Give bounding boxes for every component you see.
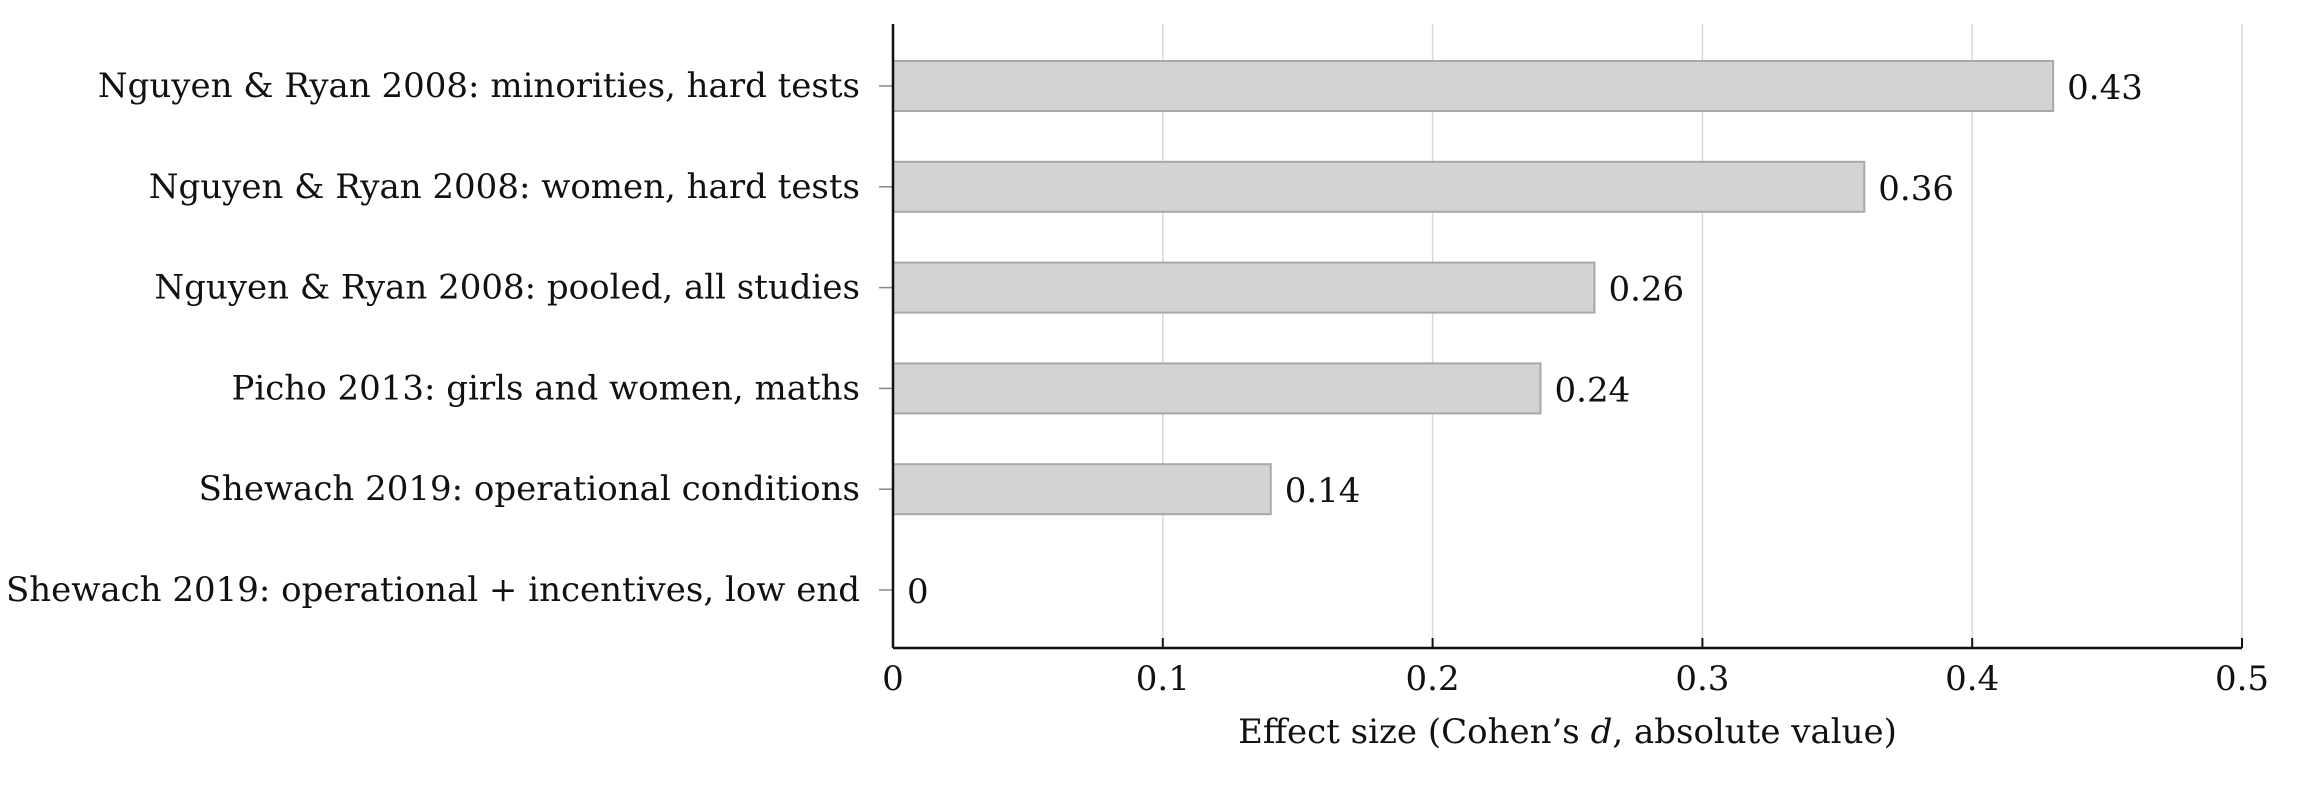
x-tick-label: 0.1	[1136, 659, 1190, 699]
x-axis-title-suffix: , absolute value)	[1612, 712, 1897, 752]
bars	[892, 60, 2055, 616]
bar	[892, 463, 1272, 516]
labels: Nguyen & Ryan 2008: minorities, hard tes…	[6, 66, 2269, 699]
x-tick-label: 0.5	[2215, 659, 2269, 699]
category-label: Shewach 2019: operational conditions	[199, 469, 860, 509]
category-label: Shewach 2019: operational + incentives, …	[6, 570, 860, 610]
category-label: Picho 2013: girls and women, maths	[232, 368, 861, 408]
x-axis-title-variable: d	[1591, 712, 1613, 752]
bar	[892, 261, 1596, 314]
grid-lines	[1162, 24, 2243, 648]
category-label: Nguyen & Ryan 2008: pooled, all studies	[154, 268, 860, 308]
value-label: 0.24	[1555, 370, 1631, 410]
x-tick-label: 0.3	[1675, 659, 1729, 699]
category-label: Nguyen & Ryan 2008: women, hard tests	[149, 167, 860, 207]
value-label: 0.43	[2067, 68, 2143, 108]
bar	[892, 362, 1542, 415]
x-axis-title-prefix: Effect size (Cohen’s	[1238, 712, 1591, 752]
value-label: 0.14	[1285, 471, 1361, 511]
x-tick-label: 0.4	[1945, 659, 1999, 699]
x-tick-label: 0	[882, 659, 904, 699]
x-tick-label: 0.2	[1406, 659, 1460, 699]
bar	[892, 60, 2055, 112]
value-label: 0.36	[1878, 169, 1954, 209]
x-axis-title: Effect size (Cohen’s d, absolute value)	[1238, 712, 1897, 752]
category-label: Nguyen & Ryan 2008: minorities, hard tes…	[98, 66, 860, 106]
value-label: 0.26	[1608, 270, 1684, 310]
axes	[879, 24, 2243, 650]
bar	[892, 160, 1866, 213]
value-label: 0	[907, 572, 929, 612]
